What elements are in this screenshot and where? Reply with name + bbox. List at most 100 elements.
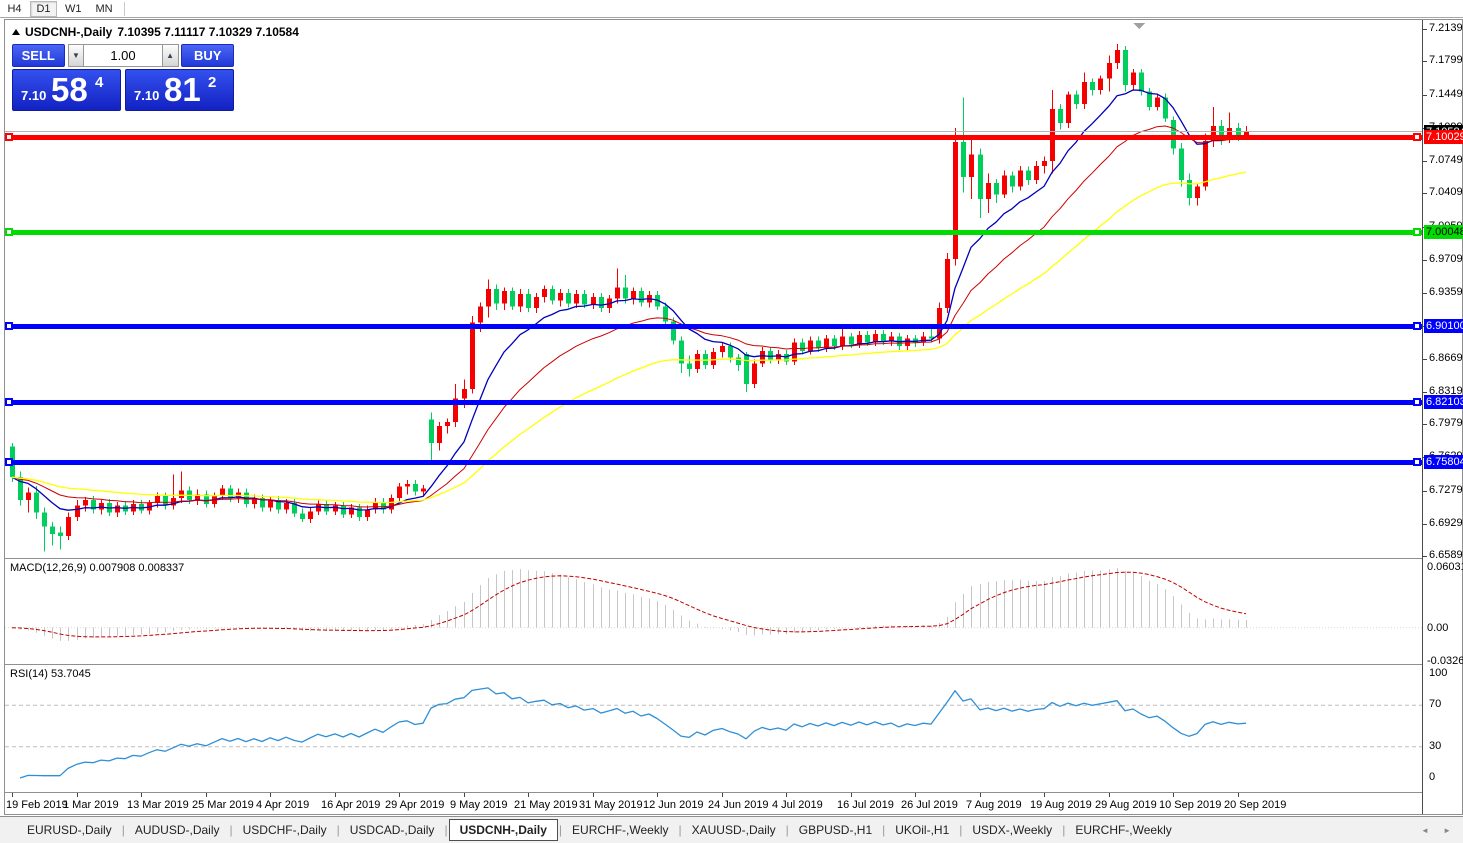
date-tick-mark — [851, 793, 852, 797]
candle-body — [808, 340, 813, 351]
chart-tab-usdx-weekly[interactable]: USDX-,Weekly — [972, 823, 1053, 837]
price-tick-mark — [1423, 161, 1427, 162]
volume-input[interactable]: 1.00 — [84, 44, 162, 67]
candle-body — [389, 498, 394, 510]
price-axis[interactable]: 7.213907.179907.144907.109907.074907.040… — [1422, 20, 1463, 814]
date-tick-mark — [206, 793, 207, 797]
timeframe-button-d1[interactable]: D1 — [30, 0, 57, 17]
date-tick-mark — [1109, 793, 1110, 797]
candle-body — [437, 425, 442, 444]
candle-body — [816, 340, 821, 349]
macd-canvas[interactable] — [5, 559, 1422, 664]
candle-body — [889, 336, 894, 342]
tab-scroll-arrows[interactable]: ◄ ► — [1420, 826, 1457, 835]
hline-left-handle — [5, 322, 13, 330]
date-tick-mark — [335, 793, 336, 797]
candle-body — [929, 336, 934, 339]
candle-body — [470, 322, 475, 389]
sell-price-display[interactable]: 7.10 58 4 — [12, 69, 121, 111]
date-tick-mark — [77, 793, 78, 797]
price-tick-label: 6.97090 — [1429, 253, 1463, 265]
plot-area[interactable]: 19 Feb 2019 1 Mar 2019 13 Mar 2019 25 Mar 2… — [5, 20, 1422, 814]
buy-price-display[interactable]: 7.10 81 2 — [125, 69, 234, 111]
candle-body — [736, 357, 741, 366]
hline-right-handle — [1413, 228, 1421, 236]
candle-body — [292, 502, 297, 514]
timeframe-button-w1[interactable]: W1 — [65, 2, 82, 15]
candle-body — [453, 398, 458, 423]
price-tick-mark — [1423, 556, 1427, 557]
hline-right-handle — [1413, 322, 1421, 330]
price-tick-mark — [1423, 293, 1427, 294]
candle-body — [1082, 82, 1087, 105]
chart-tab-ukoil-h1[interactable]: UKOil-,H1 — [895, 823, 950, 837]
chart-tab-usdchf-daily[interactable]: USDCHF-,Daily — [242, 823, 327, 837]
chart-tab-usdcad-daily[interactable]: USDCAD-,Daily — [349, 823, 435, 837]
timeframe-button-mn[interactable]: MN — [95, 2, 113, 15]
date-tick-mark — [980, 793, 981, 797]
horizontal-level-line — [5, 400, 1422, 405]
chart-expand-icon[interactable] — [12, 29, 20, 35]
horizontal-level-line — [5, 460, 1422, 465]
date-tick-mark — [786, 793, 787, 797]
panel-separator[interactable] — [5, 558, 1422, 559]
hline-right-handle — [1413, 398, 1421, 406]
candle-body — [1163, 97, 1168, 119]
timeframe-toolbar: H4 D1 W1 MN — [0, 0, 1463, 18]
sell-button[interactable]: SELL — [12, 44, 65, 67]
candle-body — [220, 488, 225, 497]
candle-body — [1010, 175, 1015, 187]
chart-ohlc-values: 7.10395 7.11117 7.10329 7.10584 — [117, 25, 299, 39]
panel-separator[interactable] — [5, 664, 1422, 665]
candle-body — [905, 338, 910, 347]
chart-tab-gbpusd-h1[interactable]: GBPUSD-,H1 — [798, 823, 873, 837]
tab-separator: | — [785, 823, 789, 837]
candle-body — [1131, 72, 1136, 86]
candle-body — [518, 293, 523, 307]
candle-body — [615, 287, 620, 299]
chart-tab-eurusd-daily[interactable]: EURUSD-,Daily — [27, 823, 112, 837]
candle-body — [1211, 125, 1216, 142]
date-label: 31 May 2019 — [579, 799, 643, 811]
chart-tab-eurchf-weekly[interactable]: EURCHF-,Weekly — [572, 823, 669, 837]
candle-body — [865, 334, 870, 343]
candle-body — [349, 507, 354, 515]
buy-price-sup: 2 — [208, 74, 217, 91]
date-label: 19 Feb 2019 — [6, 799, 68, 811]
candle-body — [478, 306, 483, 323]
candle-body — [34, 492, 39, 513]
chart-tab-eurchf-weekly[interactable]: EURCHF-,Weekly — [1075, 823, 1172, 837]
rsi-line — [19, 687, 1247, 779]
buy-button[interactable]: BUY — [181, 44, 234, 67]
date-label: 29 Aug 2019 — [1095, 799, 1157, 811]
rsi-tick-label: 70 — [1429, 698, 1442, 710]
chart-tab-audusd-daily[interactable]: AUDUSD-,Daily — [134, 823, 220, 837]
sell-price-big: 58 — [51, 71, 88, 108]
moving-average-line-10 — [11, 89, 1247, 511]
date-label: 26 Jul 2019 — [901, 799, 958, 811]
chart-tab-usdcnh-daily[interactable]: USDCNH-,Daily — [448, 819, 558, 841]
candle-body — [800, 342, 805, 351]
tab-separator: | — [882, 823, 886, 837]
spin-down-icon: ▼ — [71, 51, 80, 60]
date-axis[interactable]: 19 Feb 2019 1 Mar 2019 13 Mar 2019 25 Mar 2… — [5, 793, 1422, 814]
candle-body — [397, 486, 402, 499]
volume-increase-button[interactable]: ▲ — [161, 44, 179, 67]
price-tick-label: 6.69290 — [1429, 517, 1463, 529]
chart-tab-xauusd-daily[interactable]: XAUUSD-,Daily — [691, 823, 776, 837]
candle-body — [510, 291, 515, 307]
main-chart-canvas[interactable] — [5, 20, 1422, 558]
rsi-canvas[interactable] — [5, 665, 1422, 792]
chart-title-row: USDCNH-,Daily 7.10395 7.11117 7.10329 7.… — [12, 25, 299, 39]
timeframe-button-h4[interactable]: H4 — [7, 2, 22, 15]
candle-body — [1066, 94, 1071, 124]
candle-body — [1147, 91, 1152, 107]
date-tick-mark — [12, 793, 13, 797]
volume-decrease-button[interactable]: ▼ — [67, 44, 85, 67]
date-tick-mark — [141, 793, 142, 797]
candle-body — [365, 509, 370, 518]
chart-tab-bar: EURUSD-,Daily | AUDUSD-,Daily | USDCHF-,Dail… — [0, 816, 1463, 843]
candle-body — [744, 353, 749, 385]
tab-separator: | — [336, 823, 340, 837]
candle-body — [534, 296, 539, 309]
